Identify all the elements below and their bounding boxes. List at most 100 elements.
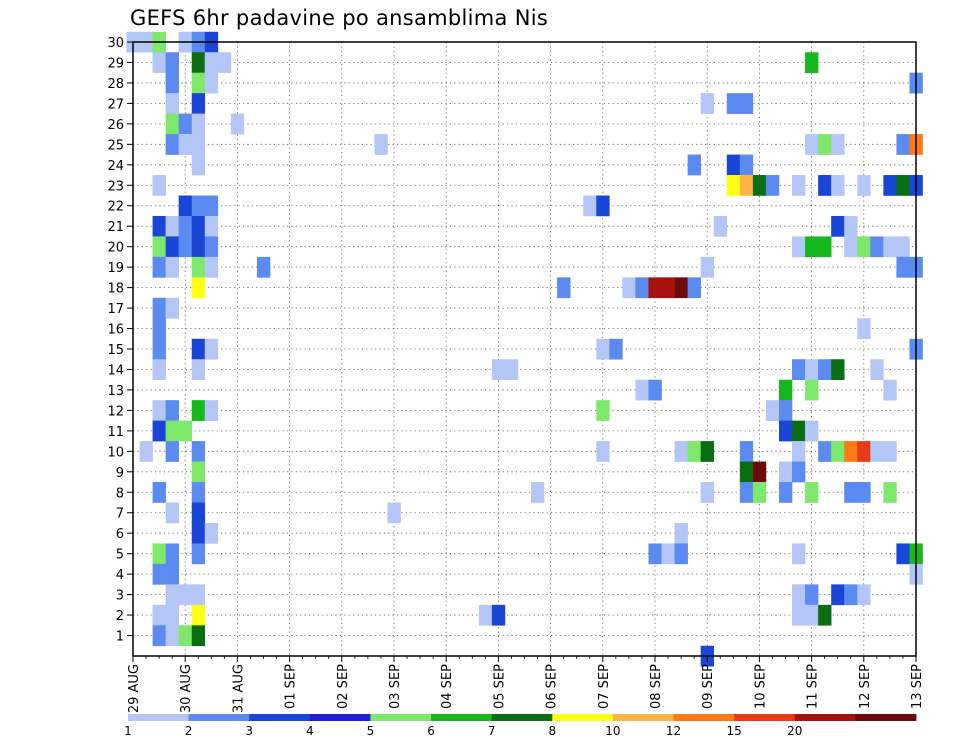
heatmap-cell (700, 256, 715, 278)
heatmap-cell (857, 584, 871, 606)
heatmap-cell (609, 338, 623, 360)
heatmap-cell (831, 175, 845, 196)
heatmap-cell (831, 584, 845, 606)
heatmap-cell (165, 52, 179, 73)
heatmap-cell (726, 154, 741, 176)
x-tick-label: 02 SEP (336, 664, 351, 709)
x-axis: 29 AUG 30 AUG 31 AUG 01 SEP 02 SEP 03 SEP 04 S… (127, 656, 925, 713)
heatmap-cell (818, 134, 832, 155)
heatmap-cell (687, 441, 701, 462)
heatmap-cell (152, 400, 166, 421)
heatmap-cell (178, 236, 193, 258)
heatmap-cell (883, 441, 897, 462)
y-tick-label: 13 (107, 384, 124, 399)
heatmap-cell (191, 215, 206, 237)
heatmap-cell (191, 461, 206, 483)
heatmap-cell (204, 522, 219, 544)
heatmap-cell (165, 502, 179, 524)
colorbar-segment (128, 714, 190, 721)
heatmap-cell (700, 441, 715, 462)
colorbar-label: 7 (488, 724, 496, 738)
colorbar-segment (673, 714, 735, 721)
y-tick-label: 23 (107, 179, 124, 194)
heatmap-cell (883, 379, 897, 401)
heatmap-cell (191, 522, 206, 544)
heatmap-cell (752, 461, 767, 483)
y-tick-label: 8 (116, 486, 124, 501)
heatmap-cell (883, 236, 897, 258)
heatmap-cell (687, 277, 701, 299)
heatmap-cell (739, 482, 754, 503)
heatmap-cell (700, 482, 715, 503)
heatmap-cell (739, 93, 754, 114)
heatmap-cell (648, 379, 662, 401)
heatmap-cell (792, 543, 806, 565)
heatmap-cell (165, 215, 179, 237)
heatmap-cell (165, 584, 179, 606)
x-tick-label: 07 SEP (597, 664, 612, 709)
heatmap-cell (152, 543, 166, 565)
heatmap-cell (739, 175, 754, 196)
y-tick-label: 20 (107, 241, 124, 256)
heatmap-cell (191, 338, 206, 360)
y-tick-label: 7 (116, 507, 124, 522)
heatmap-cell (191, 134, 206, 155)
heatmap-cell (191, 441, 206, 462)
y-tick-label: 26 (107, 118, 124, 133)
y-tick-label: 12 (107, 404, 124, 419)
y-tick-label: 29 (107, 56, 124, 71)
heatmap-cell (191, 52, 206, 73)
heatmap-cell (844, 441, 858, 462)
heatmap-cell (178, 113, 193, 135)
heatmap-cell (165, 420, 179, 442)
heatmap-cell (596, 338, 610, 360)
heatmap-cell (739, 461, 754, 483)
heatmap-cell (583, 195, 597, 217)
heatmap-cell (883, 175, 897, 196)
heatmap-cell (152, 318, 166, 340)
heatmap-cell (178, 195, 193, 217)
heatmap-cell (178, 420, 193, 442)
heatmap-cell (152, 359, 166, 380)
heatmap-cell (752, 175, 767, 196)
heatmap-cell (831, 215, 845, 237)
heatmap-cell (870, 236, 884, 258)
heatmap-cell (765, 400, 780, 421)
x-tick-label: 05 SEP (492, 664, 507, 709)
heatmap-cell (674, 441, 688, 462)
heatmap-cell (818, 236, 832, 258)
heatmap-cell (165, 441, 179, 462)
heatmap-cell (896, 134, 910, 155)
colorbar-label: 12 (666, 724, 681, 738)
heatmap-cell (191, 502, 206, 524)
heatmap-cell (204, 72, 219, 94)
heatmap-cell (792, 359, 806, 380)
heatmap-cell (870, 441, 884, 462)
heatmap-cell (805, 379, 819, 401)
heatmap-cell (857, 175, 871, 196)
heatmap-cell (792, 441, 806, 462)
plot-frame (132, 41, 917, 657)
heatmap-cell (191, 195, 206, 217)
heatmap-cell (765, 175, 780, 196)
colorbar: 1 2 3 4 5 6 7 8 10 12 15 20 (124, 714, 917, 738)
heatmap-cell (204, 400, 219, 421)
colorbar-label: 15 (727, 724, 742, 738)
heatmap-cell (165, 72, 179, 94)
heatmap-cell (896, 236, 910, 258)
heatmap-cell (831, 359, 845, 380)
heatmap-cell (178, 134, 193, 155)
colorbar-segment (249, 714, 311, 721)
colorbar-label: 3 (245, 724, 253, 738)
heatmap-cell (739, 154, 754, 176)
y-tick-label: 28 (107, 77, 124, 92)
heatmap-cell (152, 563, 166, 585)
colorbar-segment (188, 714, 250, 721)
colorbar-label: 4 (306, 724, 314, 738)
colorbar-label: 2 (185, 724, 193, 738)
heatmap-cell (191, 359, 206, 380)
y-tick-label: 24 (107, 159, 124, 174)
heatmap-cell (152, 604, 166, 626)
heatmap-cell (191, 154, 206, 176)
heatmap-cell (478, 604, 493, 626)
